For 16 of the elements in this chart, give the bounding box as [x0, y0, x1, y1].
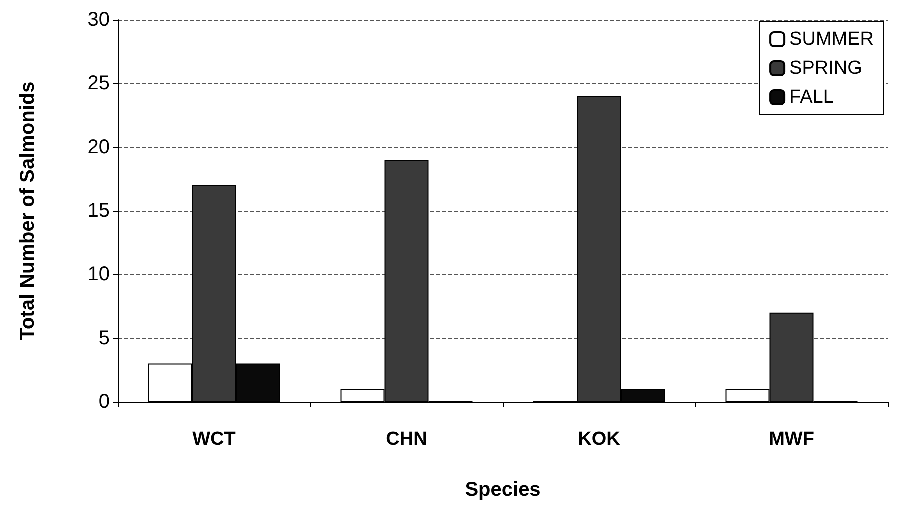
- y-tick-label: 20: [88, 136, 110, 158]
- y-tick-label: 30: [88, 9, 110, 31]
- y-tick-label: 15: [88, 200, 110, 222]
- y-axis-title: Total Number of Salmonids: [17, 82, 39, 340]
- legend-label: SPRING: [790, 58, 862, 79]
- x-axis-title: Species: [465, 479, 541, 501]
- x-tick-label: KOK: [578, 429, 621, 450]
- legend-label: SUMMER: [790, 29, 874, 50]
- y-tick-label: 0: [98, 391, 110, 413]
- x-tick-label: WCT: [192, 429, 236, 450]
- x-tick-label: CHN: [386, 429, 428, 450]
- y-tick-label: 5: [98, 327, 110, 350]
- y-tick-label: 10: [88, 264, 110, 286]
- x-tick-label: MWF: [769, 429, 814, 450]
- y-tick-label: 25: [88, 72, 110, 95]
- legend-label: FALL: [790, 87, 834, 108]
